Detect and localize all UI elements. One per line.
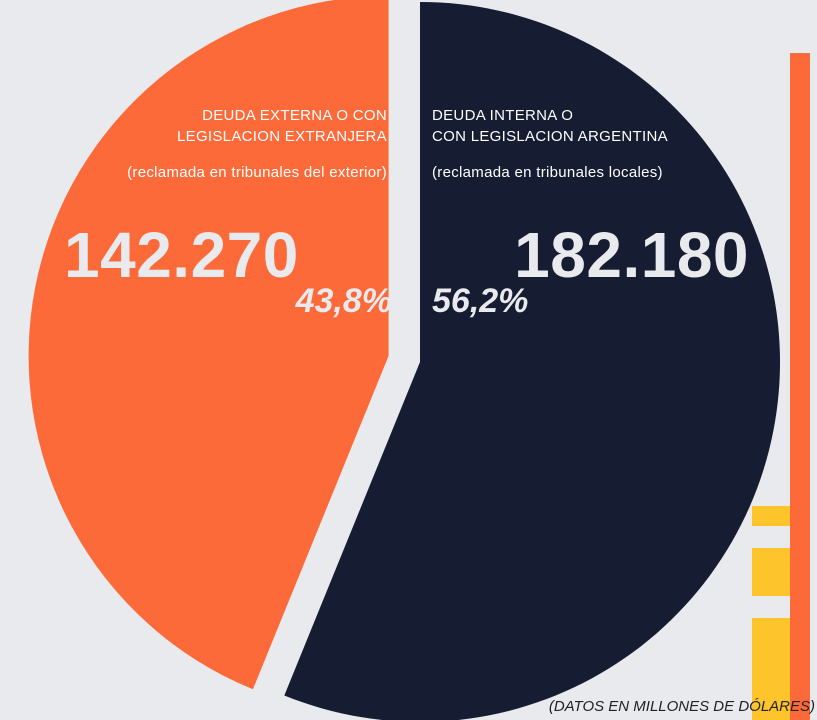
externa-label-line1: DEUDA EXTERNA O CON bbox=[202, 107, 387, 124]
units-note: (DATOS EN MILLONES DE DÓLARES) bbox=[548, 698, 815, 715]
pie-slice-interna bbox=[284, 2, 780, 720]
interna-label-line2: CON LEGISLACION ARGENTINA bbox=[432, 128, 668, 145]
interna-percent-label: 56,2% bbox=[432, 282, 529, 320]
accent-block-3 bbox=[752, 618, 790, 720]
interna-value-label: 182.180 bbox=[514, 219, 749, 291]
externa-percent-label: 43,8% bbox=[295, 282, 392, 320]
interna-label-line1: DEUDA INTERNA O bbox=[432, 107, 574, 124]
externa-value-label: 142.270 bbox=[64, 219, 299, 291]
interna-sublabel: (reclamada en tribunales locales) bbox=[432, 164, 663, 181]
pie-slice-externa bbox=[28, 0, 389, 690]
accent-vertical-bar bbox=[790, 53, 810, 720]
externa-sublabel: (reclamada en tribunales del exterior) bbox=[127, 164, 387, 181]
accent-block-1 bbox=[752, 506, 790, 526]
accent-block-2 bbox=[752, 548, 790, 596]
externa-label-line2: LEGISLACION EXTRANJERA bbox=[177, 128, 387, 145]
